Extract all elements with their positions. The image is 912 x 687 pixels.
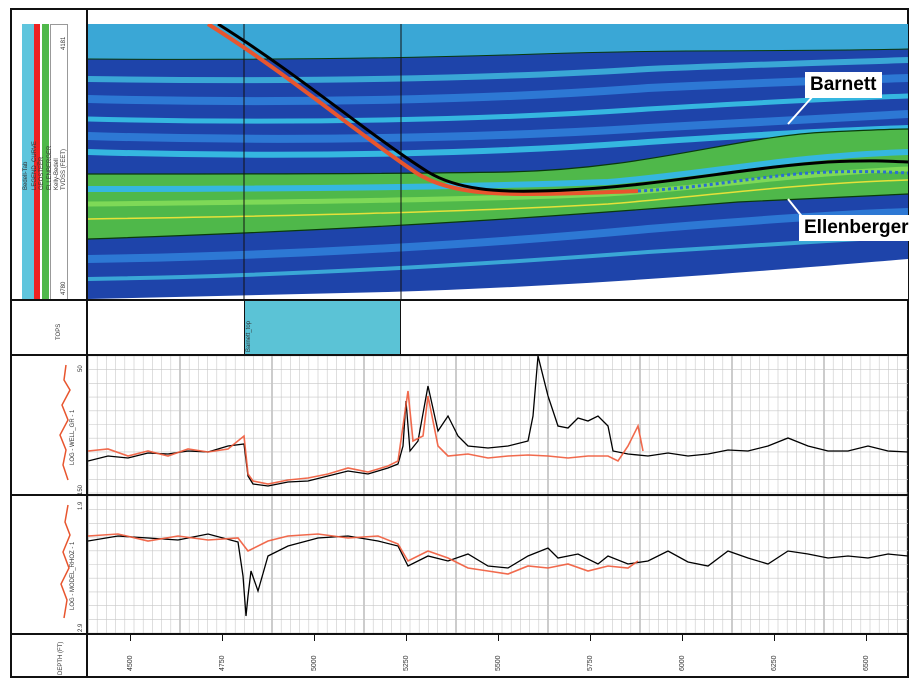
depth-tick-label: 5500 — [495, 655, 502, 671]
header-label-0: Bedell-Tab — [23, 161, 29, 190]
log1-header-curve — [52, 360, 82, 490]
divider-section-2 — [12, 354, 907, 356]
barnett-label: Barnett — [805, 72, 882, 98]
header-red-bar — [34, 24, 40, 300]
depth-tick-mark — [130, 635, 131, 641]
depth-tick-mark — [682, 635, 683, 641]
header-label-4: Kelly-Bedell — [54, 158, 60, 190]
divider-section-3 — [12, 494, 907, 496]
depth-tick-mark — [314, 635, 315, 641]
log2-header-curve — [52, 500, 82, 630]
header-label-2: GEOSTEER — [39, 156, 45, 190]
depth-tick-mark — [498, 635, 499, 641]
log-track-2 — [88, 496, 908, 633]
geosteering-panel: Bedell-Tab LEGEND_CURVE GEOSTEER ELLENBE… — [10, 8, 912, 678]
depth-tick-label: 5750 — [587, 655, 594, 671]
ellenberger-label: Ellenberger — [799, 215, 912, 241]
tops-marker-label: Barnett_top — [246, 320, 252, 352]
tops-marker — [244, 301, 401, 354]
cross-section — [88, 24, 908, 299]
depth-tick-label: 5000 — [311, 655, 318, 671]
depth-track-label: DEPTH (FT) — [58, 641, 64, 675]
depth-tick-mark — [406, 635, 407, 641]
depth-tick-label: 6000 — [679, 655, 686, 671]
header-column: Bedell-Tab LEGEND_CURVE GEOSTEER ELLENBE… — [12, 10, 86, 676]
divider-section-4 — [12, 633, 907, 635]
tops-track-label: TOPS — [56, 323, 62, 340]
header-label-5: TVDSS (FEET) — [61, 148, 67, 190]
depth-tick-label: 4500 — [127, 655, 134, 671]
log2-scale-top: 1.9 — [78, 501, 84, 510]
depth-tick-label: 6250 — [771, 655, 778, 671]
depth-tick-label: 4750 — [219, 655, 226, 671]
log1-track-label: LOG - WELL_GR - 1 — [70, 409, 76, 465]
depth-tick-label: 5250 — [403, 655, 410, 671]
header-green-bar — [42, 24, 49, 300]
header-divider — [86, 10, 88, 676]
depth-tick-mark — [590, 635, 591, 641]
header-label-3: ELLENBERGER — [47, 145, 53, 190]
header-bottom-value: 4780 — [61, 281, 67, 295]
log-track-1 — [88, 356, 908, 494]
divider-section-1 — [12, 299, 907, 301]
log1-scale-top: 50 — [78, 365, 84, 372]
depth-tick-mark — [222, 635, 223, 641]
depth-tick-label: 6500 — [863, 655, 870, 671]
header-top-value: 4181 — [61, 36, 67, 50]
log2-track-label: LOG - MODEL_RHOZ - 1 — [70, 541, 76, 610]
header-cyan-bar — [22, 24, 34, 300]
log2-scale-bottom: 2.9 — [78, 623, 84, 632]
depth-tick-mark — [774, 635, 775, 641]
depth-track: 4500 4750 5000 5250 5500 5750 6000 6250 6500 — [88, 635, 908, 676]
header-label-1: LEGEND_CURVE — [32, 141, 38, 190]
depth-tick-mark — [866, 635, 867, 641]
